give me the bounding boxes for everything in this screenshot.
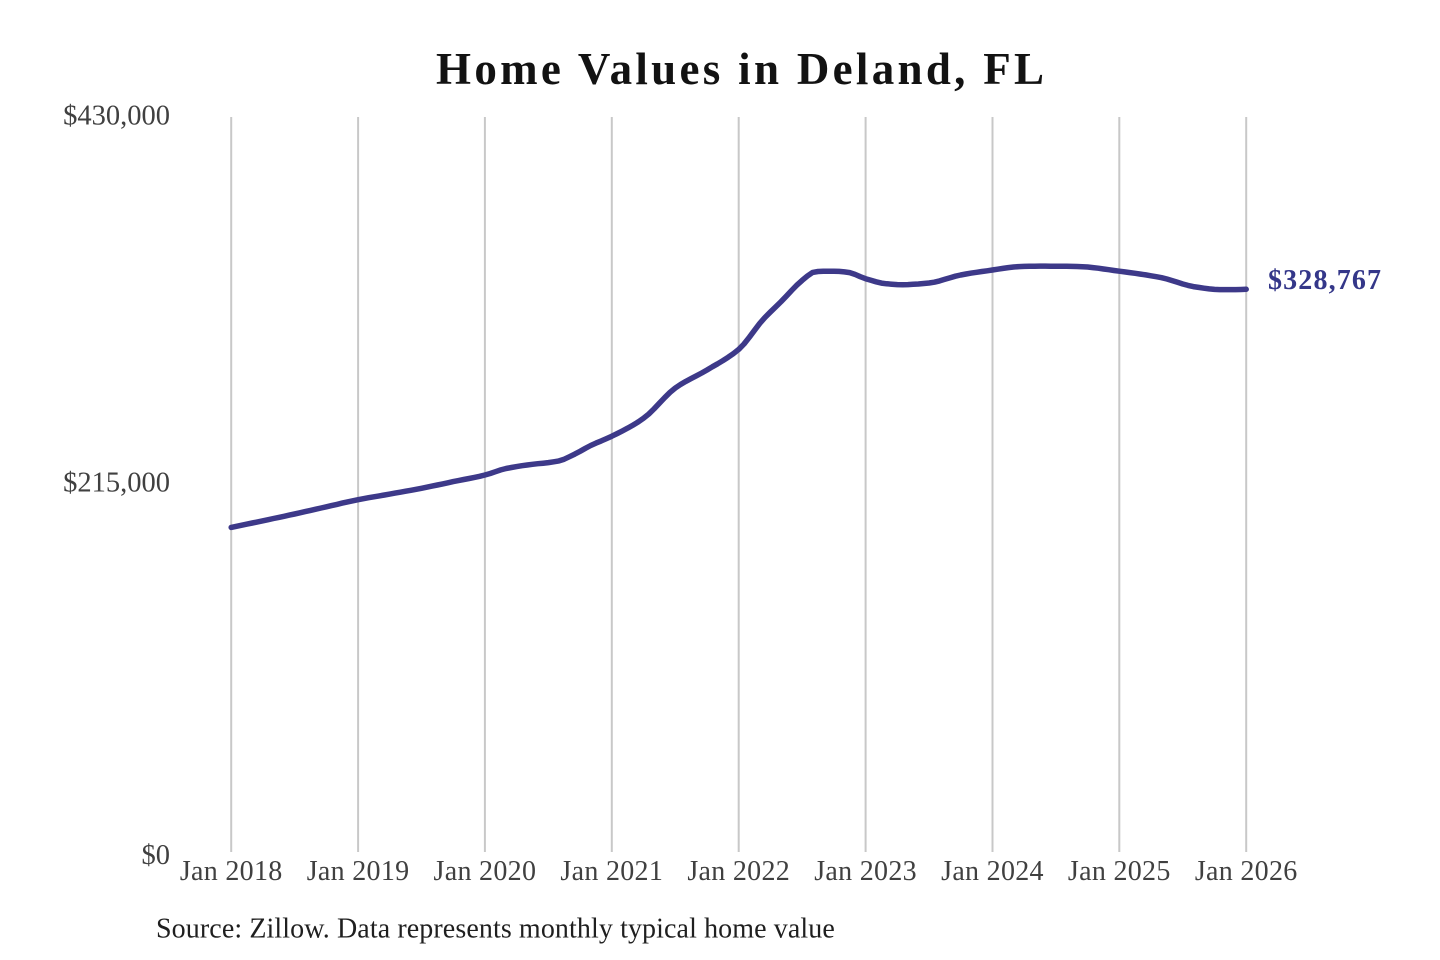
svg-text:Jan 2018: Jan 2018: [180, 856, 283, 887]
svg-text:Source: Zillow. Data represent: Source: Zillow. Data represents monthly …: [156, 914, 835, 945]
svg-text:Jan 2021: Jan 2021: [560, 856, 663, 887]
svg-text:Jan 2026: Jan 2026: [1195, 856, 1298, 887]
svg-text:Jan 2019: Jan 2019: [307, 856, 410, 887]
svg-text:Jan 2023: Jan 2023: [814, 856, 917, 887]
svg-text:Jan 2024: Jan 2024: [941, 856, 1044, 887]
svg-text:$215,000: $215,000: [63, 468, 170, 499]
svg-text:$0: $0: [142, 840, 171, 871]
svg-text:Jan 2022: Jan 2022: [687, 856, 790, 887]
svg-text:Jan 2025: Jan 2025: [1068, 856, 1171, 887]
svg-text:$328,767: $328,767: [1268, 265, 1382, 296]
svg-text:$430,000: $430,000: [63, 101, 170, 132]
svg-text:Home Values in Deland, FL: Home Values in Deland, FL: [436, 44, 1047, 94]
svg-text:Jan 2020: Jan 2020: [434, 856, 537, 887]
